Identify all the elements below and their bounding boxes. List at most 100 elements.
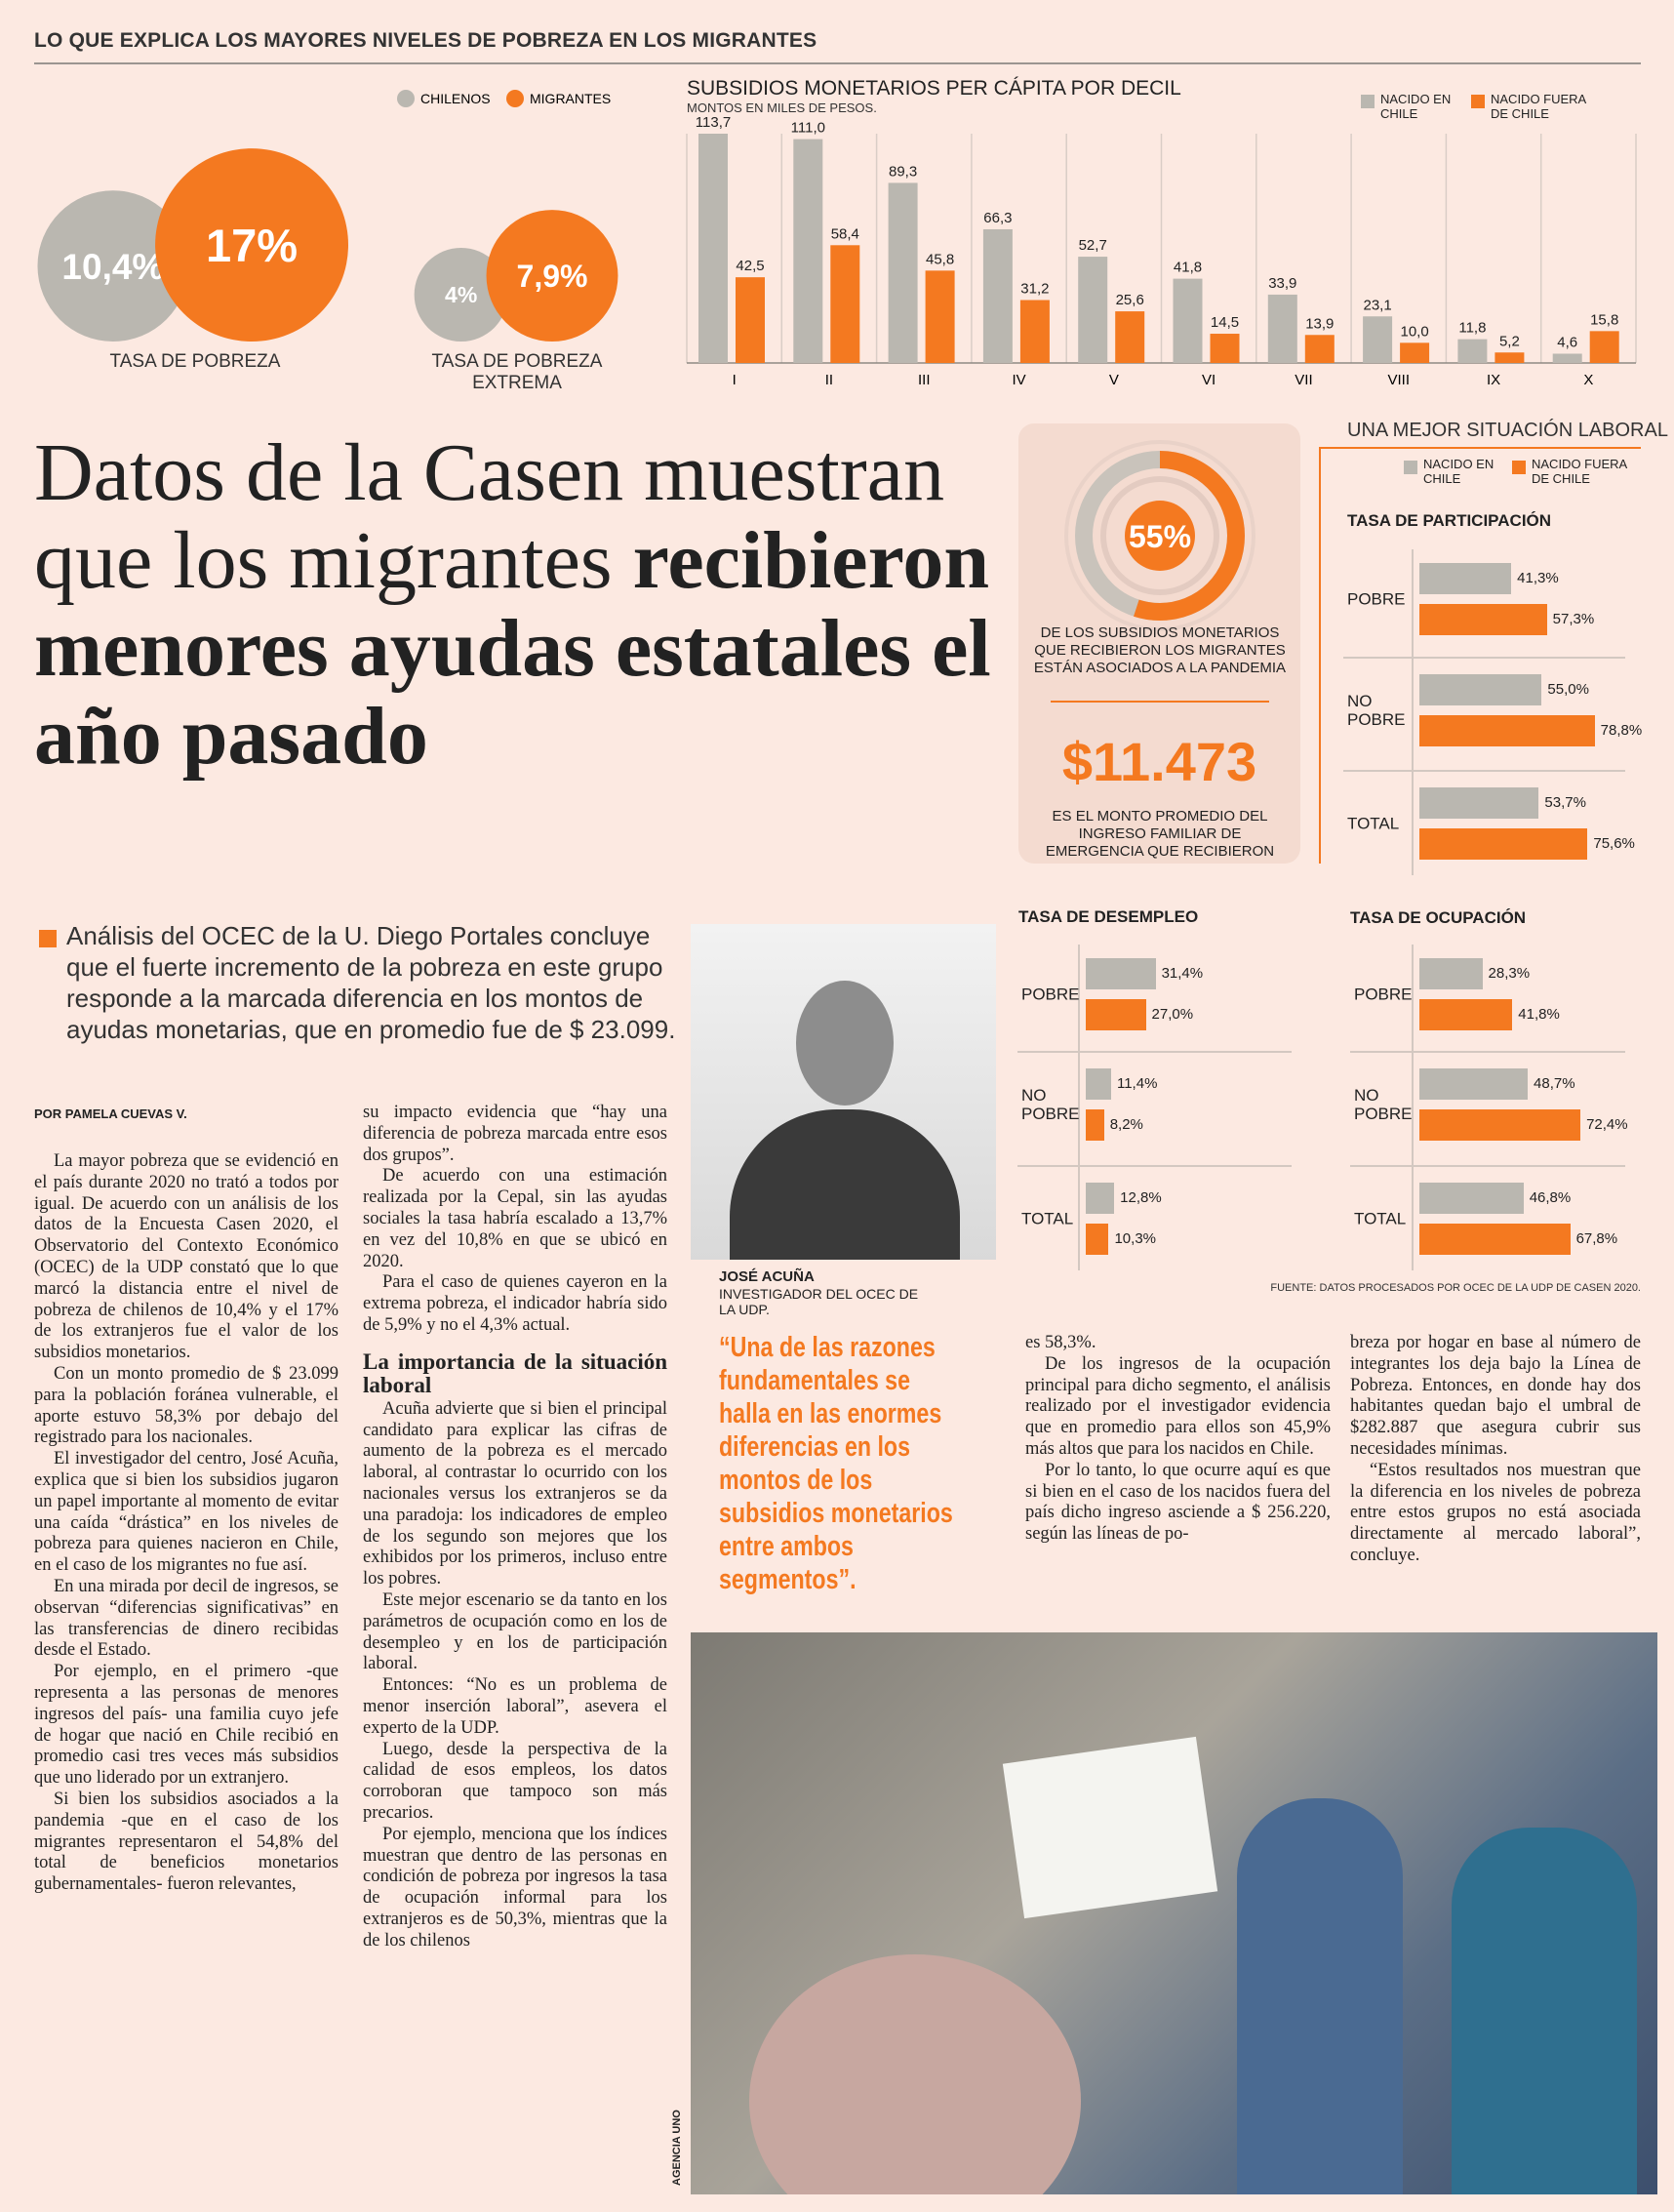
value-label: 75,6%	[1593, 835, 1635, 852]
bar	[1419, 787, 1539, 819]
value-label: 10,3%	[1114, 1230, 1157, 1247]
separator	[1017, 1051, 1292, 1053]
amount: $11.473	[1061, 731, 1257, 792]
x-tick-label: I	[733, 372, 737, 388]
photo-role: INVESTIGADOR DEL OCEC DE LA UDP.	[719, 1286, 919, 1317]
separator	[1350, 1165, 1625, 1167]
paragraph: “Estos resultados nos muestran que la di…	[1350, 1460, 1641, 1565]
category-label: POBRE	[1347, 589, 1406, 609]
separator	[1017, 1165, 1292, 1167]
paragraph: La mayor pobreza que se evidenció en el …	[34, 1151, 339, 1363]
center-disk	[1125, 501, 1195, 571]
x-tick-label: V	[1109, 372, 1119, 388]
headline: Datos de la Casen muestran que los migra…	[34, 429, 1000, 781]
bar	[1457, 339, 1488, 363]
category-label: POBRE	[1354, 985, 1413, 1004]
paragraph: Entonces: “No es un problema de menor in…	[363, 1675, 667, 1738]
value-label: 46,8%	[1529, 1189, 1572, 1206]
kicker: LO QUE EXPLICA LOS MAYORES NIVELES DE PO…	[34, 29, 817, 52]
separator	[1343, 657, 1625, 659]
legend-label: CHILENOS	[420, 91, 491, 106]
bar	[698, 134, 728, 363]
caption: DE LOS SUBSIDIOS MONETARIOS QUE RECIBIER…	[1033, 624, 1287, 676]
column: breza por hogar en base al número de int…	[1350, 1333, 1641, 1567]
bar	[1086, 958, 1156, 989]
value-label: 58,4	[831, 225, 859, 242]
crowd-photo	[691, 1632, 1657, 2194]
x-tick-label: VII	[1295, 372, 1312, 388]
value-label: 28,3%	[1488, 965, 1531, 982]
category-label: TOTAL	[1021, 1209, 1074, 1228]
axis-line	[1078, 945, 1080, 1270]
bar	[1363, 316, 1393, 363]
dek: Análisis del OCEC de la U. Diego Portale…	[66, 921, 676, 1044]
x-tick-label: II	[825, 372, 833, 388]
person	[1237, 1798, 1403, 2194]
legend-swatch	[1512, 461, 1526, 474]
bar	[1115, 311, 1145, 363]
subhead: La importancia de la situación laboral	[363, 1348, 667, 1397]
bar	[1304, 335, 1335, 363]
x-tick-label: IV	[1012, 372, 1025, 388]
paragraph: breza por hogar en base al número de int…	[1350, 1333, 1641, 1459]
axis-line	[1412, 549, 1414, 875]
bar	[1267, 294, 1297, 363]
x-tick-label: VI	[1202, 372, 1216, 388]
paragraph: Con un monto promedio de $ 23.099 para l…	[34, 1363, 339, 1448]
bubble-label: 7,9%	[517, 259, 588, 294]
category-label: TASA DE POBREZA EXTREMA	[431, 351, 603, 393]
category-label: TOTAL	[1347, 814, 1400, 833]
value-label: 42,5	[736, 258, 764, 274]
person	[1452, 1828, 1637, 2194]
legend-label: MIGRANTES	[530, 91, 611, 106]
value-label: 41,8%	[1518, 1006, 1560, 1023]
paragraph: Acuña advierte que si bien el principal …	[363, 1398, 667, 1589]
chart-title: TASA DE OCUPACIÓN	[1350, 908, 1527, 927]
bar	[982, 228, 1013, 363]
value-label: 5,2	[1499, 333, 1520, 349]
column: La mayor pobreza que se evidenció en el …	[34, 1151, 339, 1896]
donut-label: 55%	[1129, 519, 1191, 554]
person	[749, 1954, 1081, 2194]
value-label: 48,7%	[1534, 1075, 1575, 1092]
graphics: CHILENOS MIGRANTES 10,4% 17% 4% 7,9% 113,7 42,5…	[37, 90, 1637, 631]
category-label: POBRE	[1021, 985, 1080, 1004]
legend-swatch	[1471, 95, 1485, 108]
paragraph: De los ingresos de la ocupación principa…	[1025, 1353, 1331, 1459]
photo-name: JOSÉ ACUÑA	[719, 1268, 815, 1285]
bar	[1078, 257, 1108, 363]
bubble	[486, 210, 618, 342]
value-label: 41,3%	[1517, 570, 1559, 586]
paragraph: De acuerdo con una estimación realizada …	[363, 1166, 667, 1271]
legend-swatch	[397, 90, 415, 107]
value-label: 52,7	[1079, 237, 1107, 254]
bar	[1019, 300, 1050, 363]
bar	[1419, 958, 1483, 989]
bar	[736, 277, 765, 363]
bar	[1419, 563, 1512, 594]
bar	[1086, 999, 1146, 1030]
value-label: 33,9	[1268, 275, 1296, 292]
bar	[1419, 1068, 1529, 1100]
value-label: 10,0	[1400, 323, 1428, 340]
paragraph: Para el caso de quienes cayeron en la ex…	[363, 1272, 667, 1335]
legend-label: NACIDO FUERA DE CHILE	[1491, 92, 1586, 121]
value-label: 31,2	[1020, 281, 1049, 298]
labor-title: UNA MEJOR SITUACIÓN LABORAL	[1347, 420, 1668, 441]
bubble-label: 10,4%	[61, 247, 164, 287]
caption: ES EL MONTO PROMEDIO DEL INGRESO FAMILIA…	[1045, 808, 1275, 860]
value-label: 66,3	[983, 210, 1012, 226]
value-label: 13,9	[1305, 315, 1334, 332]
bubble-label: 4%	[445, 282, 477, 307]
separator	[1343, 770, 1625, 772]
value-label: 27,0%	[1151, 1006, 1194, 1023]
bar	[1400, 342, 1430, 363]
ring	[1064, 440, 1256, 631]
category-label: NO POBRE	[1021, 1086, 1080, 1123]
bubble	[155, 148, 349, 342]
value-label: 12,8%	[1120, 1189, 1162, 1206]
bar	[1419, 674, 1542, 705]
bar	[1419, 828, 1588, 860]
paragraph: En una mirada por decil de ingresos, se …	[34, 1576, 339, 1661]
headline-light: Datos de la Casen muestran que los migra…	[34, 427, 945, 606]
